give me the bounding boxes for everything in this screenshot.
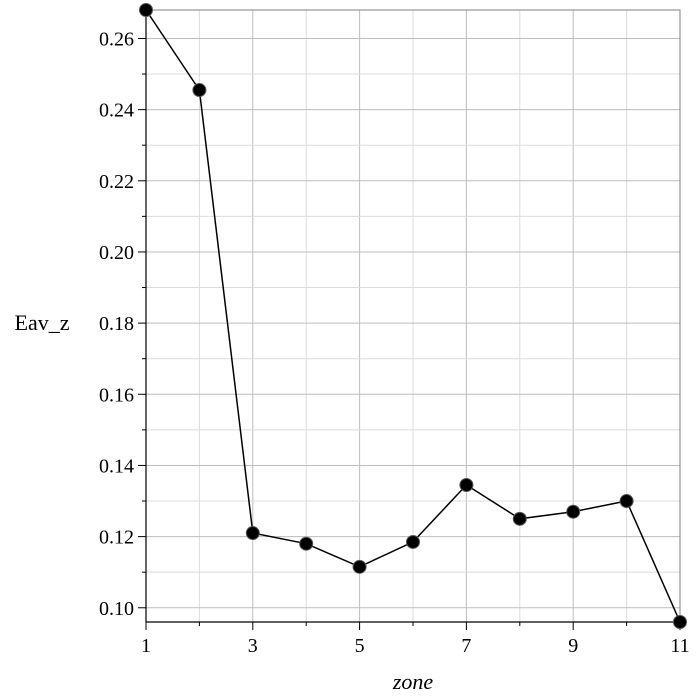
- data-point: [406, 534, 420, 549]
- data-point: [459, 478, 474, 493]
- y-tick-label: 0.24: [99, 100, 134, 122]
- y-tick-label: 0.10: [99, 598, 134, 620]
- y-axis-title: Eav_z: [15, 310, 70, 335]
- data-points: [139, 3, 687, 629]
- data-point: [566, 504, 581, 519]
- data-point: [245, 526, 260, 541]
- data-point: [192, 83, 207, 98]
- y-axis: 0.10 0.12 0.14 0.16 0.18 0.20 0.22 0.24 0.26: [99, 10, 147, 622]
- x-axis-title: zone: [392, 669, 434, 694]
- data-point: [139, 3, 153, 17]
- x-tick-label: 5: [355, 635, 365, 657]
- y-tick-label: 0.20: [99, 242, 134, 264]
- y-tick-label: 0.26: [99, 28, 134, 50]
- y-tick-label: 0.14: [99, 455, 134, 477]
- y-tick-label: 0.16: [99, 384, 134, 406]
- x-tick-label: 1: [141, 635, 151, 657]
- data-point: [673, 615, 687, 629]
- data-point: [299, 536, 314, 551]
- x-tick-label: 7: [461, 635, 471, 657]
- data-point: [512, 511, 527, 526]
- x-tick-label: 11: [670, 635, 689, 657]
- y-tick-label: 0.12: [99, 527, 134, 549]
- data-point: [352, 559, 367, 574]
- y-tick-label: 0.22: [99, 171, 134, 193]
- data-point: [619, 494, 634, 509]
- x-tick-label: 9: [568, 635, 578, 657]
- y-tick-label: 0.18: [99, 313, 134, 335]
- x-tick-label: 3: [248, 635, 258, 657]
- x-axis: 1 3 5 7 9 11: [141, 621, 690, 657]
